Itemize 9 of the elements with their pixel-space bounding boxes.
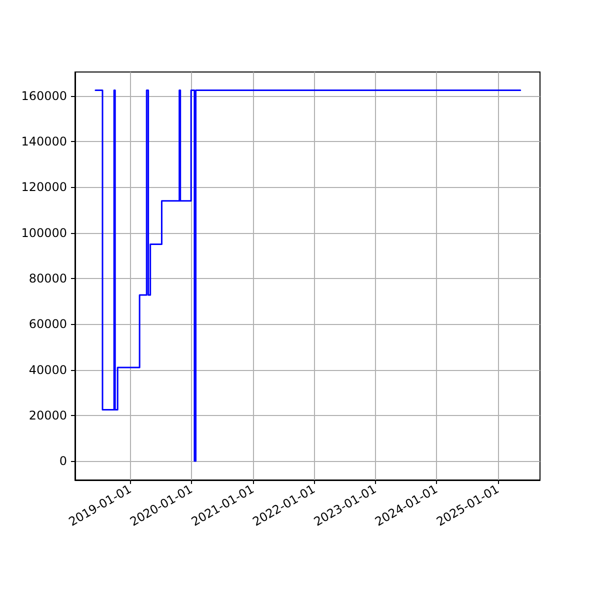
y-tick-label: 60000	[28, 317, 67, 332]
y-tick-label: 20000	[28, 408, 67, 422]
y-tick-label: 0	[59, 454, 67, 468]
y-tick-label: 80000	[28, 272, 67, 286]
y-tick-label: 100000	[21, 226, 67, 240]
y-tick-label: 160000	[21, 88, 67, 103]
y-tick-label: 120000	[21, 180, 67, 194]
y-tick-label: 140000	[21, 134, 67, 149]
y-tick-label: 40000	[28, 362, 67, 377]
